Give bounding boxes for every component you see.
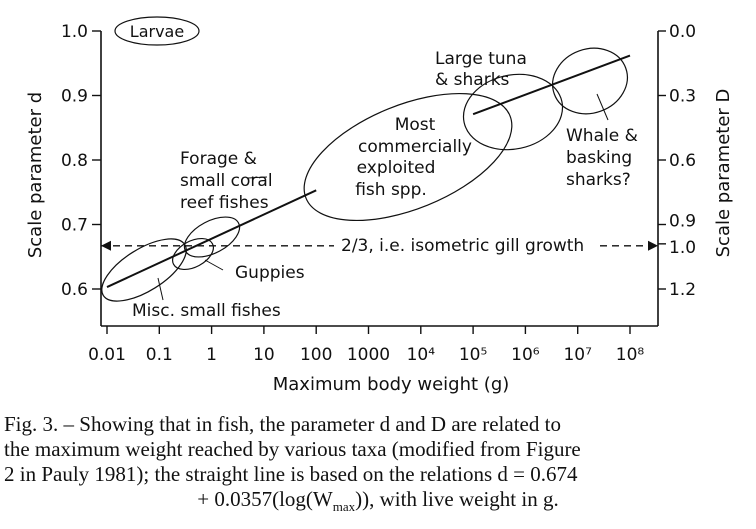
larvae-label: Larvae [130, 22, 184, 41]
x-tick-label: 10 [253, 345, 275, 365]
y-tick-label: 0.9 [61, 87, 88, 107]
x-tick-label: 1000 [347, 345, 390, 365]
x-axis-label: Maximum body weight (g) [273, 374, 510, 395]
ellipse-guppies [172, 237, 214, 271]
reference-arrow-left [101, 240, 111, 251]
y-tick-label: 0.8 [61, 151, 88, 171]
forage-label-line2: small coral [180, 171, 273, 191]
leader-whale [596, 93, 609, 121]
leader-misc [157, 277, 164, 301]
x-tick-label: 0.1 [146, 345, 173, 365]
y2-tick-label: 1.2 [669, 280, 696, 300]
y2-tick-label: 0.9 [669, 212, 696, 232]
ellipse-commercial [303, 92, 513, 222]
caption-formula-a: + 0.0357(log(W [197, 487, 333, 511]
caption-formula-sub: max [332, 499, 356, 515]
y2-tick-label: 1.0 [669, 238, 696, 258]
figure-caption: Fig. 3. – Showing that in fish, the para… [4, 412, 752, 519]
whale-label-line1: Whale & [566, 126, 638, 146]
ellipse-larvae [114, 16, 200, 46]
x-tick-label: 1 [206, 345, 217, 365]
x-tick-label: 10⁵ [459, 345, 487, 365]
leader-forage [247, 176, 268, 179]
x-tick-label: 10⁶ [511, 345, 540, 365]
y-tick-label: 0.6 [61, 280, 88, 300]
y2-tick-label: 0.3 [669, 87, 696, 107]
y-ticks-left: 0.6 0.7 0.8 0.9 1.0 [61, 22, 101, 300]
isometric-reference-line [101, 240, 658, 251]
caption-line-1: Fig. 3. – Showing that in fish, the para… [4, 412, 561, 436]
caption-line-3: 2 in Pauly 1981); the straight line is b… [4, 462, 578, 486]
series-line-2 [472, 54, 631, 116]
forage-label-line3: reef fishes [180, 193, 269, 213]
axes [100, 31, 659, 327]
group-ellipses [101, 16, 628, 302]
whale-label-line3: sharks? [566, 170, 631, 190]
commercial-label-line3: exploited [357, 158, 436, 178]
misc-small-fishes-label: Misc. small fishes [132, 301, 281, 321]
ellipse-tuna [462, 73, 564, 151]
forage-label-line1: Forage & [180, 149, 257, 169]
x-tick-label: 10⁸ [616, 345, 645, 365]
caption-line-4: + 0.0357(log(Wmax)), with live weight in… [4, 487, 752, 519]
tuna-label-line2: & sharks [435, 70, 510, 90]
commercial-label-line4: fish spp. [355, 180, 427, 200]
y-tick-label: 0.7 [61, 216, 88, 236]
ellipse-forage [183, 216, 241, 258]
isometric-label: 2/3, i.e. isometric gill growth [341, 236, 584, 256]
commercial-label-line1: Most [395, 115, 436, 135]
x-ticks: 0.01 0.1 1 10 100 1000 10⁴ 10⁵ 10⁶ 10⁷ 10⁸ [88, 326, 644, 365]
tuna-label-line1: Large tuna [435, 49, 527, 69]
y-axis-label-right: Scale parameter D [713, 89, 734, 258]
y2-tick-label: 0.6 [669, 151, 696, 171]
x-tick-label: 100 [300, 345, 332, 365]
ellipse-whale [552, 47, 628, 115]
caption-line-2: the maximum weight reached by various ta… [4, 437, 581, 461]
x-tick-label: 10⁷ [563, 345, 592, 365]
leader-lines [157, 93, 609, 301]
reference-arrow-right [648, 240, 658, 251]
caption-formula-c: )), with live weight in g. [355, 487, 559, 511]
y2-tick-label: 0.0 [669, 22, 696, 42]
y-ticks-right: 1.2 1.0 0.9 0.6 0.3 0.0 [658, 22, 696, 300]
series-lines [106, 54, 631, 288]
guppies-label: Guppies [235, 263, 305, 283]
x-tick-label: 0.01 [88, 345, 126, 365]
y-tick-label: 1.0 [61, 22, 88, 42]
leader-guppies [204, 259, 224, 271]
chart-svg: 0.01 0.1 1 10 100 1000 10⁴ 10⁵ 10⁶ 10⁷ 10⁸ 0.60.70… [25, 16, 734, 395]
whale-label-line2: basking [566, 148, 632, 168]
series-line-1 [106, 189, 317, 288]
commercial-label-line2: commercially [358, 137, 472, 157]
x-tick-label: 10⁴ [407, 345, 436, 365]
y-axis-label-left: Scale parameter d [25, 92, 46, 258]
